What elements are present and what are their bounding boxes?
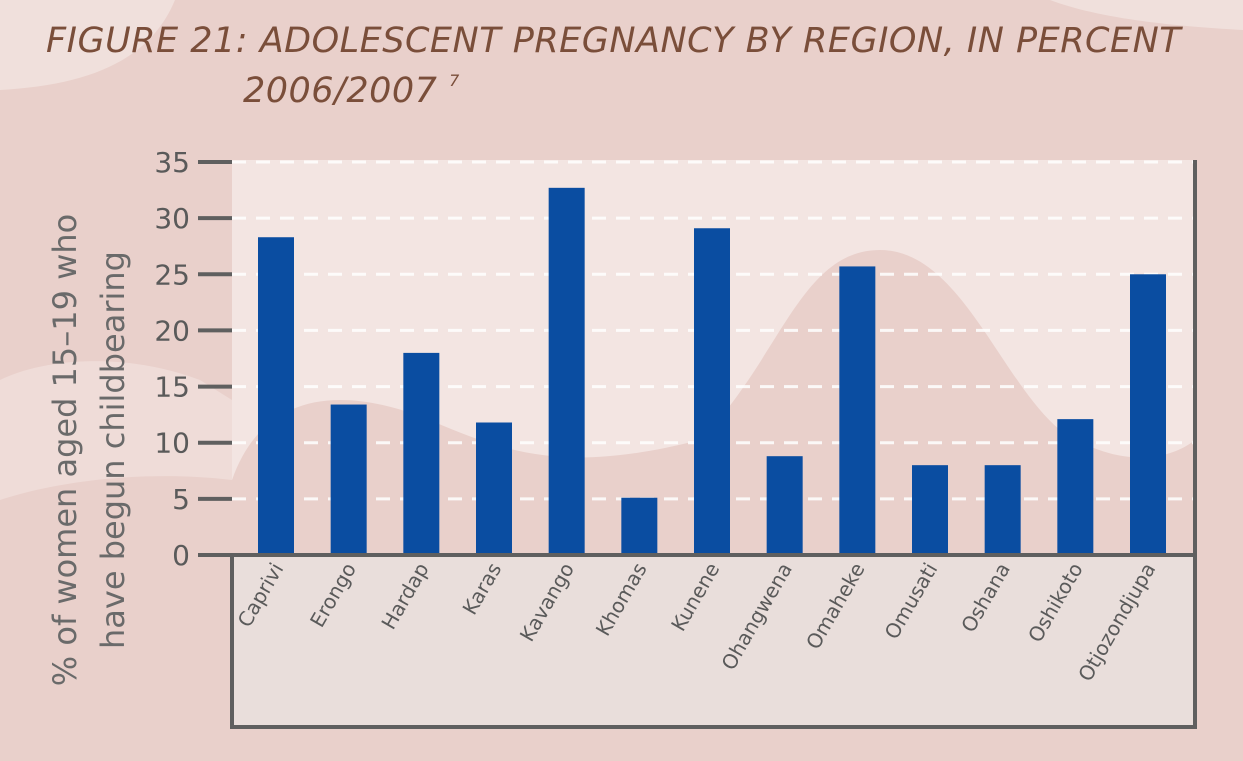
bar-ohangwena bbox=[766, 456, 803, 555]
bar-omusati bbox=[912, 465, 948, 555]
y-tick-label-5: 5 bbox=[172, 483, 190, 516]
bar-hardap bbox=[403, 352, 440, 555]
y-axis-label-line-1: % of women aged 15–19 who bbox=[46, 214, 84, 686]
y-tick-label-15: 15 bbox=[154, 371, 190, 404]
background-wave-top-left bbox=[0, 0, 175, 90]
y-tick-label-10: 10 bbox=[154, 427, 190, 460]
bar-kavango bbox=[548, 187, 585, 555]
bar-karas bbox=[476, 422, 512, 555]
y-tick-label-25: 25 bbox=[154, 258, 190, 291]
bar-oshana bbox=[984, 465, 1021, 555]
y-tick-label-0: 0 bbox=[172, 539, 190, 572]
chart-subtitle: 2006/2007 bbox=[243, 71, 437, 111]
bar-oshikoto bbox=[1057, 419, 1094, 555]
chart-subtitle-line: 2006/2007 7 bbox=[243, 71, 460, 111]
bar-erongo bbox=[330, 404, 367, 555]
y-tick-label-35: 35 bbox=[154, 146, 190, 179]
y-axis-label: % of women aged 15–19 who have begun chi… bbox=[46, 214, 132, 686]
bar-khomas bbox=[621, 497, 658, 555]
background-wave-left bbox=[0, 361, 232, 500]
bar-kunene bbox=[694, 228, 730, 555]
bar-otjozondjupa bbox=[1130, 274, 1166, 555]
y-tick-label-30: 30 bbox=[154, 202, 190, 235]
chart-title: FIGURE 21: ADOLESCENT PREGNANCY BY REGIO… bbox=[46, 21, 1183, 61]
bar-caprivi bbox=[258, 237, 294, 555]
background-wave-top-right bbox=[1050, 0, 1243, 30]
bars bbox=[258, 187, 1166, 555]
category-label-panel bbox=[232, 555, 1195, 727]
y-axis-label-line-2: have begun childbearing bbox=[94, 251, 132, 649]
y-tick-label-20: 20 bbox=[154, 314, 190, 347]
bar-omaheke bbox=[839, 266, 876, 555]
y-axis-ticks: 0 5 10 15 20 25 30 35 bbox=[154, 146, 232, 572]
footnote-marker: 7 bbox=[449, 71, 460, 90]
